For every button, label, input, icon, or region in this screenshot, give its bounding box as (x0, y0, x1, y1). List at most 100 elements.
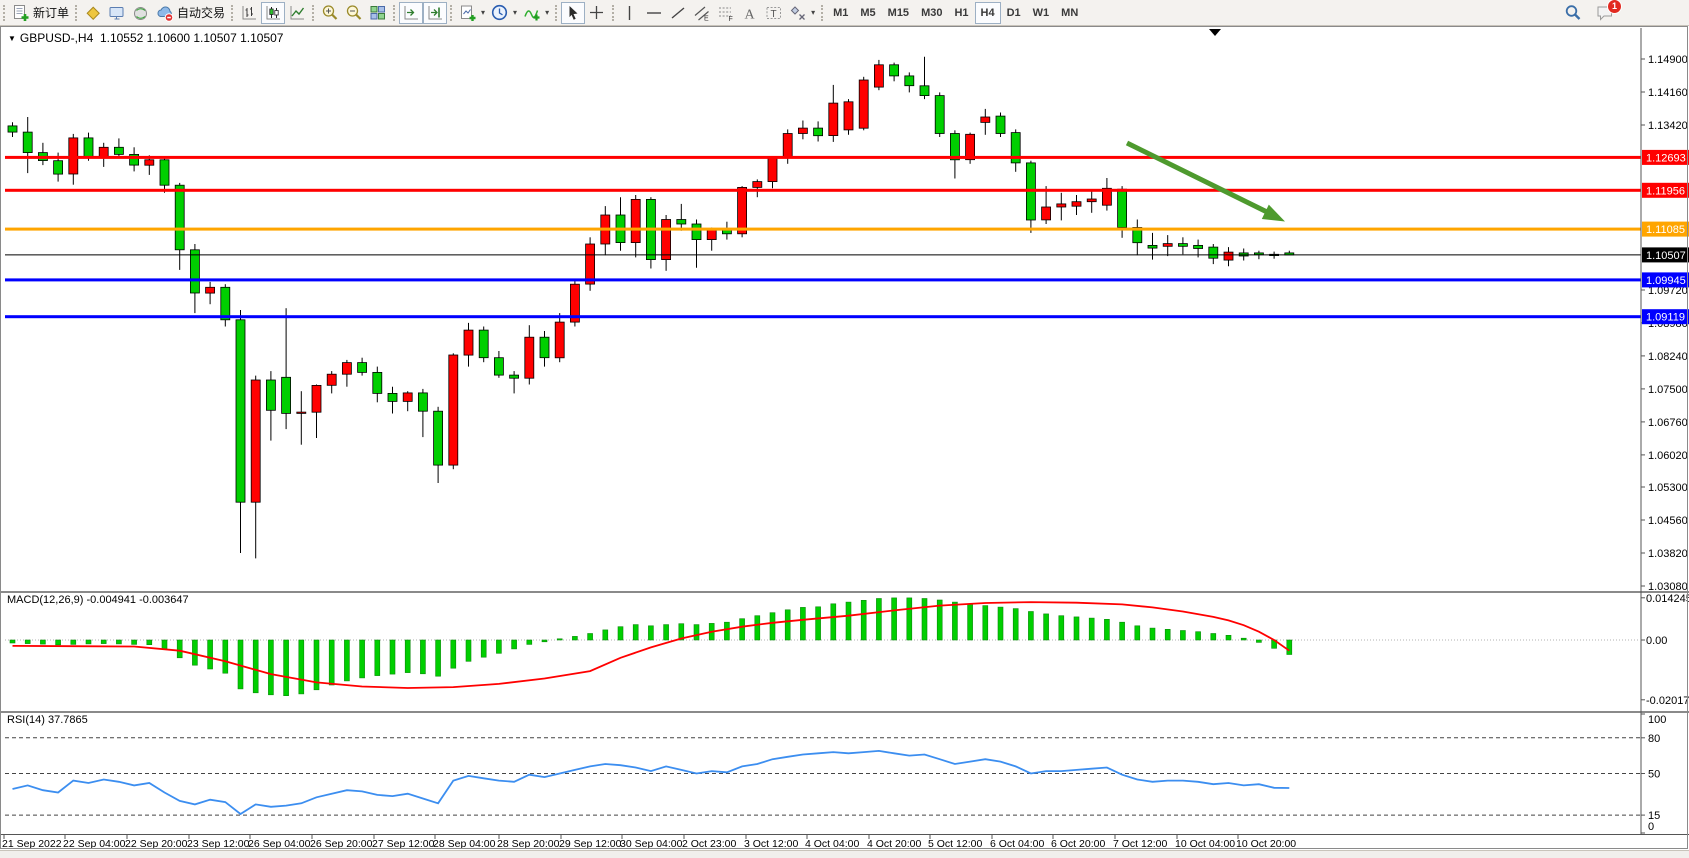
equidistant-channel-button[interactable]: E (690, 2, 714, 24)
signals-button[interactable] (129, 2, 153, 24)
new-order-button[interactable]: 新订单 (9, 2, 72, 24)
auto-scroll-button[interactable] (423, 1, 448, 24)
status-bar (0, 850, 1689, 858)
svg-text:80: 80 (1648, 733, 1660, 745)
toolbar-grip[interactable] (555, 4, 558, 21)
tf-MN[interactable]: MN (1061, 6, 1079, 19)
svg-text:1.03820: 1.03820 (1648, 548, 1688, 560)
line-chart-button[interactable] (285, 2, 309, 24)
svg-text:1.11085: 1.11085 (1646, 224, 1685, 236)
svg-text:T: T (771, 8, 777, 19)
tf-M30[interactable]: M30 (921, 6, 943, 19)
signals-icon (132, 4, 150, 22)
symbol-collapse-icon[interactable]: ▼ (8, 34, 16, 43)
horizontal-level-line[interactable] (5, 227, 1641, 231)
toolbar-grip[interactable] (3, 4, 5, 21)
time-axis[interactable]: 21 Sep 2022 22 Sep 04:00 22 Sep 20:00 23 Se… (2, 834, 1296, 850)
chart-shift-marker[interactable] (1209, 29, 1221, 36)
shapes-icon (789, 4, 807, 22)
trendline-button[interactable] (666, 2, 690, 24)
macd-label: MACD(12,26,9) -0.004941 -0.003647 (7, 594, 189, 606)
rsi-value: 37.7865 (47, 714, 88, 726)
svg-text:15: 15 (1648, 810, 1660, 822)
channel-icon: E (693, 4, 711, 22)
svg-text:F: F (729, 16, 733, 22)
candlestick-chart-button[interactable] (261, 1, 286, 24)
notifications-button[interactable]: 1 (1593, 0, 1622, 24)
rsi-line (12, 749, 1290, 816)
cursor-button[interactable] (561, 1, 586, 24)
toolbar-grip[interactable] (231, 4, 234, 21)
tf-M5[interactable]: M5 (860, 6, 876, 19)
svg-text:1.06020: 1.06020 (1648, 450, 1688, 462)
indicators-button[interactable]: ▾ (520, 2, 552, 24)
horizontal-line-button[interactable] (642, 2, 666, 24)
zoom-in-button[interactable] (318, 2, 342, 24)
pane-separator[interactable] (0, 591, 1689, 713)
bar-chart-button[interactable] (237, 2, 261, 24)
horizontal-level-line[interactable] (5, 278, 1641, 282)
chart-shift-button[interactable] (399, 1, 424, 24)
line-chart-icon (288, 4, 306, 22)
dropdown-arrow-icon: ▾ (513, 8, 518, 17)
chart-type-group (237, 0, 309, 25)
search-button[interactable] (1561, 2, 1585, 24)
svg-text:1.05300: 1.05300 (1648, 482, 1688, 494)
toolbar-grip[interactable] (450, 4, 453, 21)
svg-text:1.14160: 1.14160 (1648, 87, 1688, 99)
text-label-icon: T (765, 4, 783, 22)
vertical-line-button[interactable] (618, 2, 642, 24)
periods-button[interactable]: ▾ (488, 2, 520, 24)
tf-M1[interactable]: M1 (833, 6, 849, 19)
search-icon (1564, 4, 1582, 22)
chart-ohlc-header: ▼ GBPUSD-,H4 1.10552 1.10600 1.10507 1.10… (8, 31, 283, 45)
tile-windows-icon (369, 4, 387, 22)
symbol-label: GBPUSD-,H4 (19, 31, 94, 45)
tf-H4[interactable]: H4 (974, 1, 1001, 24)
macd-histogram (9, 597, 1293, 697)
terminal-button[interactable] (105, 2, 129, 24)
price-badge: 1.10507 (1642, 247, 1689, 263)
new-chart-button[interactable]: ▾ (456, 2, 488, 24)
text-label-button[interactable]: T (762, 2, 786, 24)
auto-trading-button[interactable]: 自动交易 (153, 2, 228, 24)
toolbar-grip[interactable] (75, 4, 78, 21)
fibonacci-button[interactable]: F (714, 2, 738, 24)
order-group: 新订单 (9, 0, 72, 25)
text-icon: A (741, 4, 759, 22)
tf-D1[interactable]: D1 (1006, 6, 1021, 19)
svg-text:10 Oct 04:00: 10 Oct 04:00 (1175, 838, 1235, 850)
price-badge: 1.11085 (1642, 221, 1689, 237)
toolbar-grip[interactable] (393, 4, 396, 21)
trend-arrow[interactable] (1125, 140, 1285, 222)
zoom-out-button[interactable] (342, 2, 366, 24)
metaeditor-button[interactable] (81, 2, 105, 24)
candlestick-series (7, 56, 1295, 559)
horizontal-level-line[interactable] (5, 315, 1641, 319)
tile-windows-button[interactable] (366, 2, 390, 24)
crosshair-button[interactable] (585, 2, 609, 24)
toolbar-grip[interactable] (821, 4, 824, 21)
cursor-group (561, 0, 609, 25)
tf-H1[interactable]: H1 (954, 6, 969, 19)
new-order-icon (12, 4, 30, 22)
tf-M15[interactable]: M15 (887, 6, 910, 19)
toolbar-grip[interactable] (612, 4, 615, 21)
arrows-button[interactable]: ▾ (786, 2, 818, 24)
svg-text:1.11956: 1.11956 (1646, 185, 1685, 197)
toolbar-grip[interactable] (312, 4, 315, 21)
price-axis[interactable]: 1.149001.141601.134201.097201.089801.082… (1641, 54, 1688, 593)
horizontal-level-line[interactable] (5, 155, 1641, 159)
cursor-icon (564, 4, 582, 22)
tf-W1[interactable]: W1 (1032, 6, 1050, 19)
svg-text:4 Oct 04:00: 4 Oct 04:00 (805, 838, 859, 850)
text-button[interactable]: A (738, 2, 762, 24)
zoom-out-icon (345, 4, 363, 22)
rsi-axis[interactable]: 100 80 50 150 (1641, 713, 1666, 834)
ohlc-values: 1.10552 1.10600 1.10507 1.10507 (99, 31, 284, 45)
svg-text:4 Oct 20:00: 4 Oct 20:00 (867, 838, 921, 850)
horizontal-level-line[interactable] (5, 188, 1641, 192)
terminal-icon (108, 4, 126, 22)
